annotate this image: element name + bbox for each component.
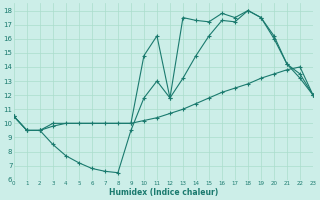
X-axis label: Humidex (Indice chaleur): Humidex (Indice chaleur) xyxy=(109,188,218,197)
